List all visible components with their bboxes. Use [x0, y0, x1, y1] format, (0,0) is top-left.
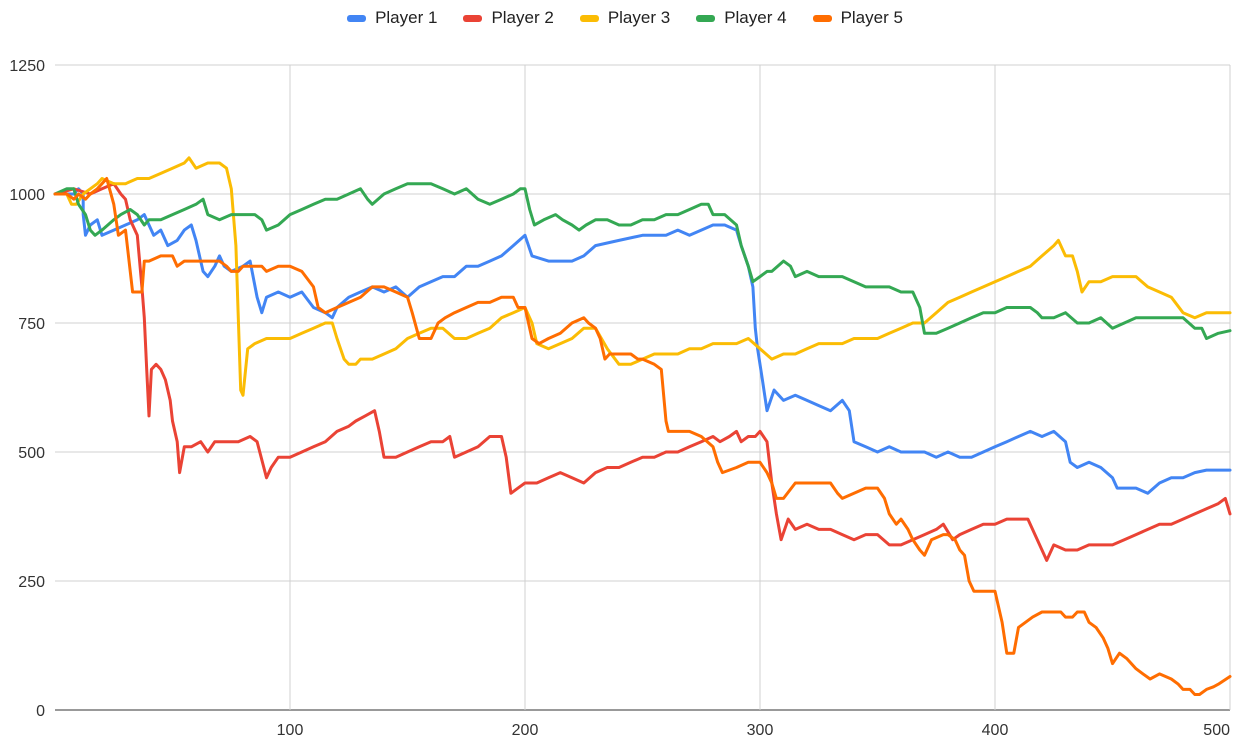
legend-label: Player 1 — [375, 8, 438, 27]
x-tick-label: 200 — [512, 722, 539, 739]
legend-swatch — [696, 14, 716, 22]
legend-item-player-3[interactable]: Player 3 — [579, 8, 671, 28]
x-tick-label: 400 — [982, 722, 1009, 739]
y-tick-label: 0 — [36, 703, 45, 720]
y-tick-label: 1000 — [9, 187, 45, 204]
y-tick-label: 1250 — [9, 58, 45, 75]
legend-label: Player 3 — [607, 8, 671, 27]
chart-axis-ticks: 0 250 500 750 1000 1250 100 200 300 400 500 — [9, 58, 1230, 739]
legend-swatch — [812, 14, 832, 22]
y-tick-label: 250 — [18, 574, 45, 591]
legend-item-player-5[interactable]: Player 5 — [812, 8, 903, 28]
series-line-player-4 — [53, 182, 1232, 340]
chart-legend: Player 1 Player 2 Player 3 Player 4 Player 5 — [0, 8, 1250, 28]
series-line-player-1 — [53, 187, 1232, 495]
chart-series — [53, 156, 1232, 696]
legend-item-player-2[interactable]: Player 2 — [463, 8, 554, 28]
chart-grid — [55, 64, 1231, 711]
legend-label: Player 2 — [491, 8, 554, 27]
x-tick-label: 300 — [747, 722, 774, 739]
y-tick-label: 500 — [18, 445, 45, 462]
legend-label: Player 4 — [724, 8, 787, 27]
series-line-player-5 — [53, 177, 1232, 696]
legend-label: Player 5 — [840, 8, 903, 27]
y-tick-label: 750 — [18, 316, 45, 333]
legend-item-player-1[interactable]: Player 1 — [347, 8, 437, 28]
legend-item-player-4[interactable]: Player 4 — [696, 8, 787, 28]
legend-swatch — [347, 14, 367, 22]
legend-swatch — [579, 14, 599, 22]
legend-swatch — [463, 14, 483, 22]
series-line-player-2 — [53, 182, 1232, 562]
series-line-player-3 — [53, 156, 1232, 397]
x-tick-label: 500 — [1203, 722, 1230, 739]
x-tick-label: 100 — [277, 722, 304, 739]
